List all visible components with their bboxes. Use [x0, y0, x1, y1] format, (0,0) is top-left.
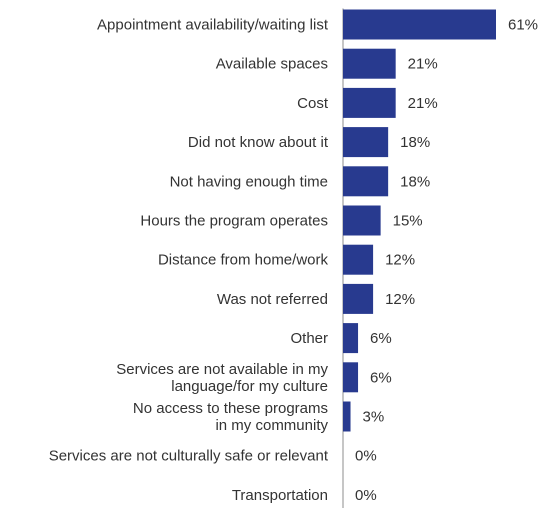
category-label-line: Appointment availability/waiting list	[97, 17, 329, 34]
value-label-1: 21%	[408, 56, 438, 73]
bar-7	[343, 283, 374, 314]
value-label-2: 21%	[408, 95, 438, 112]
value-label-10: 3%	[363, 409, 385, 426]
bar-4	[343, 166, 389, 197]
value-label-9: 6%	[370, 369, 392, 386]
category-label-line: Services are not culturally safe or rele…	[49, 448, 329, 465]
category-label-line: in my community	[215, 417, 328, 434]
category-label-11: Services are not culturally safe or rele…	[49, 448, 329, 465]
category-label-line: No access to these programs	[133, 400, 328, 417]
bar-3	[343, 127, 389, 158]
category-label-4: Not having enough time	[170, 173, 328, 190]
bar-9	[343, 362, 359, 393]
category-label-line: Other	[290, 330, 328, 347]
value-label-6: 12%	[385, 252, 415, 269]
category-label-2: Cost	[297, 95, 329, 112]
bar-10	[343, 401, 351, 432]
category-label-5: Hours the program operates	[140, 213, 328, 230]
category-label-9: Services are not available in my language…	[116, 361, 328, 395]
category-label-6: Distance from home/work	[158, 252, 329, 269]
value-label-4: 18%	[400, 173, 430, 190]
category-label-line: language/for my culture	[171, 378, 328, 395]
category-label-line: Not having enough time	[170, 173, 328, 190]
bar-2	[343, 87, 396, 118]
category-label-line: Was not referred	[217, 291, 328, 308]
value-label-0: 61%	[508, 17, 538, 34]
category-label-10: No access to these programs in my communi…	[133, 400, 329, 434]
bar-5	[343, 205, 381, 236]
value-label-12: 0%	[355, 487, 377, 504]
category-labels: Appointment availability/waiting list Ava…	[49, 17, 329, 504]
bars	[343, 9, 496, 432]
category-label-line: Available spaces	[216, 56, 328, 73]
value-label-5: 15%	[393, 213, 423, 230]
category-label-line: Hours the program operates	[140, 213, 328, 230]
value-label-7: 12%	[385, 291, 415, 308]
category-label-12: Transportation	[232, 487, 328, 504]
bar-1	[343, 48, 396, 79]
category-label-line: Services are not available in my	[116, 361, 328, 378]
category-label-1: Available spaces	[216, 56, 328, 73]
value-label-11: 0%	[355, 448, 377, 465]
value-label-3: 18%	[400, 134, 430, 151]
bar-8	[343, 323, 359, 354]
category-label-line: Cost	[297, 95, 329, 112]
value-label-8: 6%	[370, 330, 392, 347]
bar-6	[343, 244, 374, 275]
bar-0	[343, 9, 496, 40]
category-label-8: Other	[290, 330, 328, 347]
category-label-3: Did not know about it	[188, 134, 329, 151]
category-label-line: Did not know about it	[188, 134, 329, 151]
category-label-7: Was not referred	[217, 291, 328, 308]
category-label-line: Transportation	[232, 487, 328, 504]
category-label-line: Distance from home/work	[158, 252, 329, 269]
value-labels: 61% 21% 21% 18% 18% 15% 12% 12% 6% 6% 3% 0% 0%	[355, 17, 538, 504]
category-label-0: Appointment availability/waiting list	[97, 17, 329, 34]
